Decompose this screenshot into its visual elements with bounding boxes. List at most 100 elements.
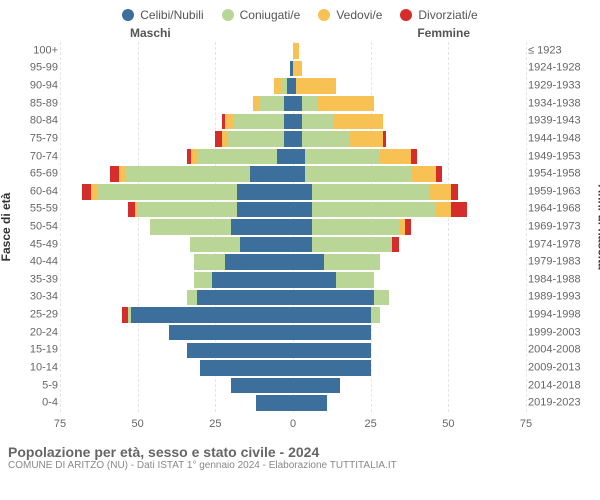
segment-single (231, 219, 293, 235)
pyramid-row (60, 237, 526, 253)
legend-item: Divorziati/e (400, 8, 477, 22)
segment-single (293, 290, 374, 306)
segment-single (169, 325, 293, 341)
male-bar (60, 219, 293, 235)
birth-year-label: ≤ 1923 (528, 45, 600, 56)
legend-item: Coniugati/e (222, 8, 301, 22)
segment-married (312, 237, 393, 253)
male-bar (60, 325, 293, 341)
segment-single (293, 96, 302, 112)
male-bar (60, 114, 293, 130)
segment-married (324, 254, 380, 270)
segment-single (293, 219, 312, 235)
legend-swatch-icon (222, 9, 234, 21)
age-label: 70-74 (0, 151, 58, 162)
birth-year-label: 1974-1978 (528, 239, 600, 250)
pyramid-row (60, 395, 526, 411)
age-label: 45-49 (0, 239, 58, 250)
plot-area: Fasce di età Anni di nascita 100+95-9990… (0, 42, 600, 412)
segment-divorced (451, 184, 457, 200)
xaxis-tick-label: 50 (132, 418, 144, 430)
segment-divorced (383, 131, 386, 147)
birth-year-label: 2004-2008 (528, 345, 600, 356)
male-bar (60, 290, 293, 306)
segment-married (194, 272, 213, 288)
male-bar (60, 272, 293, 288)
birth-year-label: 2014-2018 (528, 380, 600, 391)
segment-single (131, 307, 293, 323)
segment-married (336, 272, 373, 288)
female-bar (293, 131, 526, 147)
pyramid-row (60, 43, 526, 59)
pyramid-row (60, 131, 526, 147)
birth-year-label: 1939-1943 (528, 116, 600, 127)
legend-item: Vedovi/e (318, 8, 382, 22)
pyramid-row (60, 325, 526, 341)
age-label: 0-4 (0, 398, 58, 409)
legend-label: Vedovi/e (336, 8, 382, 22)
age-label: 100+ (0, 45, 58, 56)
female-bar (293, 290, 526, 306)
segment-widowed (225, 114, 234, 130)
pyramid-row (60, 166, 526, 182)
age-label: 30-34 (0, 292, 58, 303)
birth-year-label: 1924-1928 (528, 63, 600, 74)
female-bar (293, 237, 526, 253)
segment-married (312, 184, 430, 200)
segment-married (259, 96, 284, 112)
male-bar (60, 307, 293, 323)
pyramid-row (60, 378, 526, 394)
segment-single (293, 325, 371, 341)
segment-single (293, 184, 312, 200)
female-bar (293, 149, 526, 165)
birth-year-label: 1944-1948 (528, 133, 600, 144)
age-label: 60-64 (0, 186, 58, 197)
segment-single (293, 202, 312, 218)
male-bar (60, 149, 293, 165)
segment-married (374, 290, 390, 306)
segment-married (302, 131, 349, 147)
segment-single (293, 378, 340, 394)
segment-single (293, 395, 327, 411)
age-label: 25-29 (0, 310, 58, 321)
pyramid-row (60, 343, 526, 359)
age-label: 10-14 (0, 362, 58, 373)
female-bar (293, 395, 526, 411)
legend-swatch-icon (122, 9, 134, 21)
male-bar (60, 184, 293, 200)
pyramid-row (60, 78, 526, 94)
segment-married (197, 149, 278, 165)
segment-widowed (430, 184, 452, 200)
segment-single (200, 360, 293, 376)
segment-widowed (293, 43, 299, 59)
pyramid-row (60, 184, 526, 200)
female-bar (293, 78, 526, 94)
segment-widowed (436, 202, 452, 218)
segment-divorced (436, 166, 442, 182)
female-bar (293, 96, 526, 112)
pyramid-row (60, 61, 526, 77)
segment-married (150, 219, 231, 235)
pyramid-row (60, 219, 526, 235)
legend-item: Celibi/Nubili (122, 8, 203, 22)
age-label: 85-89 (0, 98, 58, 109)
male-bar (60, 343, 293, 359)
segment-single (293, 343, 371, 359)
segment-married (302, 96, 318, 112)
male-bar (60, 395, 293, 411)
segment-married (305, 149, 380, 165)
segment-divorced (411, 149, 417, 165)
segment-single (197, 290, 293, 306)
segment-widowed (349, 131, 383, 147)
female-bar (293, 254, 526, 270)
segment-married (302, 114, 333, 130)
segment-divorced (110, 166, 119, 182)
legend-label: Celibi/Nubili (140, 8, 203, 22)
segment-divorced (82, 184, 91, 200)
male-bar (60, 43, 293, 59)
age-label: 65-69 (0, 169, 58, 180)
male-bar (60, 131, 293, 147)
segment-divorced (451, 202, 467, 218)
female-bar (293, 360, 526, 376)
birth-year-label: 1984-1988 (528, 274, 600, 285)
